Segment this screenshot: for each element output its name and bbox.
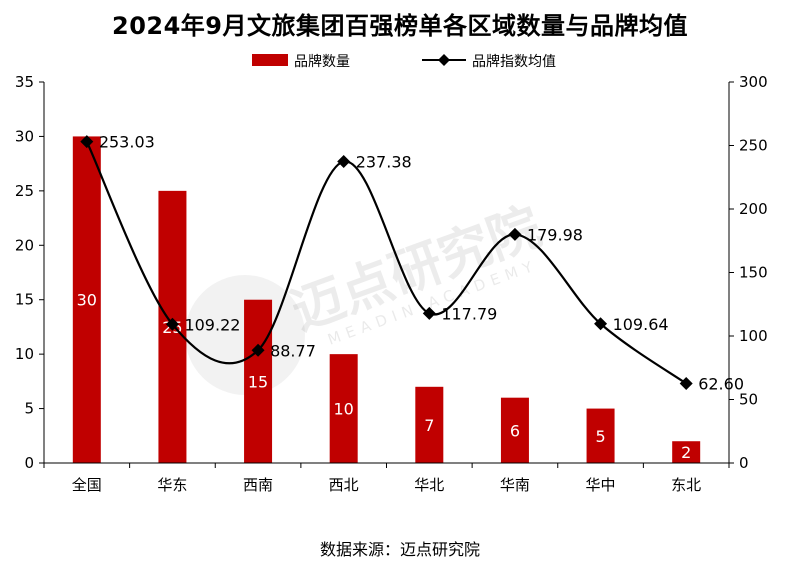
line-point-marker	[337, 155, 351, 169]
x-axis: 全国 华东 西南 西北 华北 华南 华中 东北	[43, 462, 730, 494]
bar	[415, 386, 444, 463]
line-point-marker	[508, 227, 522, 241]
x-axis-category-label: 西南	[243, 476, 273, 494]
right-axis: 0 50 100 150 200 250 300	[728, 73, 768, 472]
x-axis-category-label: 西北	[329, 476, 359, 494]
line-value-label: 253.03	[99, 133, 155, 152]
legend-bar-swatch	[252, 54, 288, 66]
bar	[672, 441, 701, 463]
right-axis-tick-label: 250	[739, 137, 768, 155]
line-point-marker	[80, 135, 94, 149]
left-axis-tick-label: 10	[15, 345, 34, 363]
x-axis-category-label: 东北	[671, 476, 701, 494]
bar	[72, 136, 101, 463]
line-point-marker	[679, 376, 693, 390]
line-point-marker	[165, 317, 179, 331]
right-axis-tick-label: 0	[739, 454, 749, 472]
right-axis-tick-label: 100	[739, 327, 768, 345]
bar	[586, 408, 615, 463]
chart-title: 2024年9月文旅集团百强榜单各区域数量与品牌均值	[112, 12, 688, 40]
left-axis-tick-label: 30	[15, 127, 34, 145]
bar-value-label: 15	[248, 372, 268, 391]
left-axis-tick-label: 35	[15, 73, 34, 91]
bar	[500, 397, 529, 463]
legend-line-marker	[438, 54, 450, 66]
line-series: 253.03 109.22 88.77 237.38 117.79 179.98 109.6…	[80, 133, 744, 393]
bar-value-label: 10	[334, 400, 354, 419]
x-axis-category-label: 华东	[157, 476, 187, 494]
bar-value-label: 6	[510, 421, 520, 440]
right-axis-tick-label: 50	[739, 391, 758, 409]
line-value-label: 117.79	[441, 304, 497, 323]
right-axis-tick-label: 300	[739, 73, 768, 91]
source-note: 数据来源：迈点研究院	[319, 540, 480, 559]
left-axis-tick-label: 5	[24, 400, 34, 418]
x-axis-category-label: 华南	[500, 476, 530, 494]
line-value-label: 109.64	[613, 315, 669, 334]
left-axis-tick-label: 20	[15, 236, 34, 254]
line-point-marker	[422, 306, 436, 320]
bar	[244, 299, 273, 463]
bar-value-label: 30	[77, 291, 97, 310]
legend-bar-label: 品牌数量	[294, 53, 350, 70]
line-value-label: 88.77	[270, 341, 316, 360]
left-axis: 0 5 10 15 20 25 30 35	[15, 73, 45, 472]
legend-line-label: 品牌指数均值	[472, 53, 556, 70]
left-axis-tick-label: 0	[24, 454, 34, 472]
line-point-marker	[594, 317, 608, 331]
line-value-label: 179.98	[527, 225, 583, 244]
left-axis-tick-label: 25	[15, 182, 34, 200]
bar-value-label: 2	[681, 443, 691, 462]
line-value-label: 237.38	[356, 153, 412, 172]
line-value-label: 109.22	[184, 315, 240, 334]
x-axis-category-label: 全国	[72, 476, 102, 494]
legend: 品牌数量 品牌指数均值	[252, 53, 556, 70]
left-axis-tick-label: 15	[15, 291, 34, 309]
bar	[329, 354, 358, 463]
x-axis-category-label: 华中	[586, 476, 616, 494]
right-axis-tick-label: 200	[739, 200, 768, 218]
bar-value-label: 5	[595, 427, 605, 446]
bar-series: 302515107652	[72, 136, 701, 463]
x-axis-category-label: 华北	[414, 476, 444, 494]
bar-value-label: 7	[424, 416, 434, 435]
right-axis-tick-label: 150	[739, 264, 768, 282]
line-value-label: 62.60	[698, 374, 744, 393]
watermark: 迈点研究院 MEADIN ACADEMY	[185, 197, 549, 395]
line-point-marker	[251, 343, 265, 357]
